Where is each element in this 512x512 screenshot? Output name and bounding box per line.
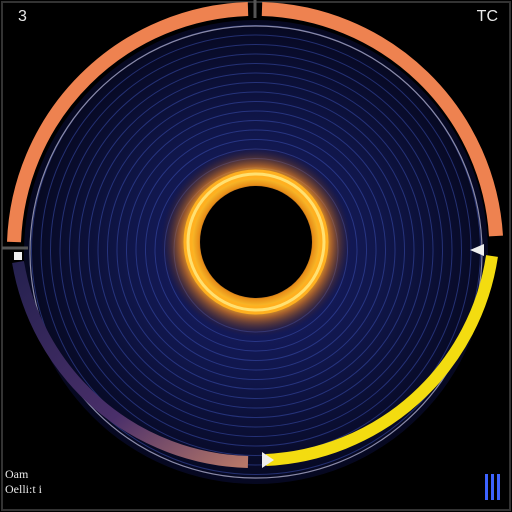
purple-arc (12, 260, 249, 468)
concentric-ring (59, 53, 453, 447)
concentric-ring (69, 63, 443, 437)
hud-bottom-left-line1: Oam (5, 467, 29, 481)
hud-top-left-text: 3 (18, 8, 27, 25)
triangle-marker-icon (470, 244, 484, 256)
concentric-ring (145, 139, 367, 361)
concentric-ring (88, 82, 424, 418)
concentric-ring (78, 72, 434, 428)
level-bars-icon (485, 474, 500, 500)
concentric-ring (107, 101, 405, 399)
glow-ring-core (186, 172, 326, 312)
orange-arc (7, 2, 249, 243)
hud-top-right-text: TC (476, 8, 498, 25)
orange-arc-right (261, 2, 503, 237)
triangle-marker-icon (262, 452, 274, 468)
concentric-ring (135, 129, 377, 371)
hud-bottom-left-line2: Oelli:t i (5, 482, 42, 496)
concentric-ring (116, 110, 396, 390)
concentric-ring (50, 44, 462, 456)
center-hole (200, 186, 312, 298)
concentric-ring (126, 120, 386, 380)
concentric-ring (97, 91, 415, 409)
triangle-marker-icon (14, 252, 22, 260)
yellow-arc (265, 255, 498, 466)
